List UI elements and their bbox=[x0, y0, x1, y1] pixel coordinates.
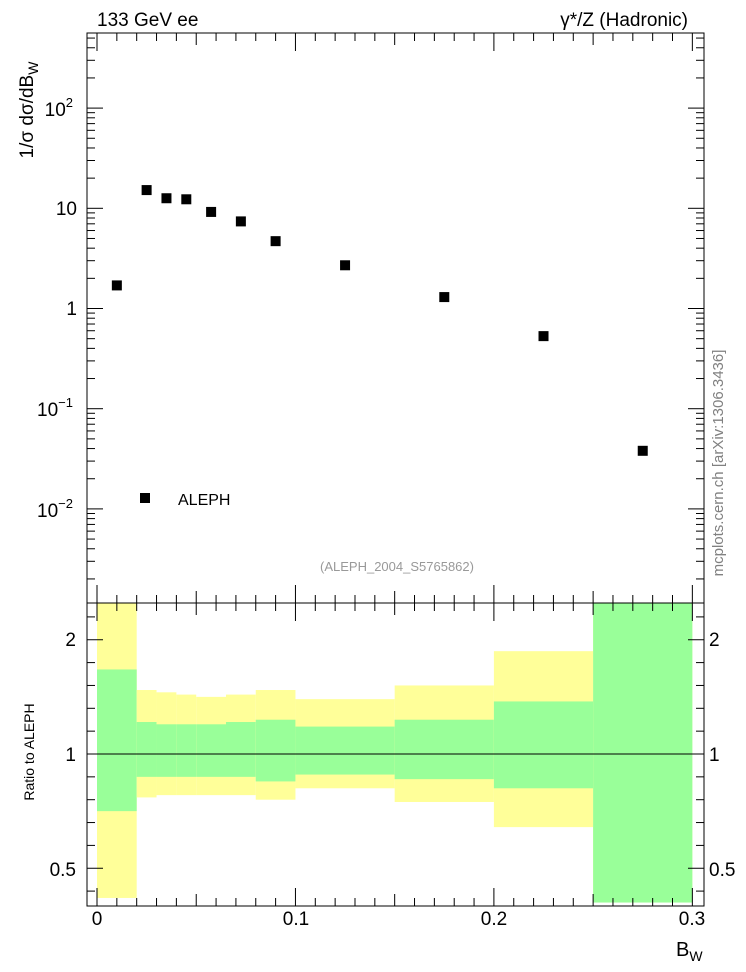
data-points bbox=[111, 185, 648, 456]
ratio-y-tick-label-1: 1 bbox=[65, 745, 76, 766]
data-point-1 bbox=[141, 185, 152, 196]
main-y-tick-label-10: 10 bbox=[56, 199, 77, 220]
ratio-y-tick-label-0.5-right: 0.5 bbox=[709, 860, 735, 881]
ratio-bands bbox=[97, 603, 693, 903]
x-tick-label-0.1: 0.1 bbox=[283, 909, 309, 930]
ratio-inner-band-9 bbox=[493, 701, 594, 789]
ratio-inner-band-8 bbox=[394, 719, 494, 780]
legend-marker bbox=[140, 493, 150, 503]
svg-text:1/σ dσ/dBW: 1/σ dσ/dBW bbox=[17, 61, 41, 159]
x-tick-label-0.2: 0.2 bbox=[481, 909, 507, 930]
main-ylabel: 1/σ dσ/dBW bbox=[17, 61, 41, 159]
main-y-tick-label-1: 1 bbox=[66, 299, 77, 320]
legend-label: ALEPH bbox=[178, 492, 230, 509]
data-point-9 bbox=[538, 331, 549, 342]
ratio-y-tick-label-1-right: 1 bbox=[709, 745, 720, 766]
ratio-inner-band-5 bbox=[225, 722, 256, 777]
main-y-ticks bbox=[87, 37, 704, 580]
ratio-y-ticks bbox=[87, 616, 704, 892]
main-y-tick-label-0.01: 10−2 bbox=[37, 496, 73, 522]
svg-text:BW: BW bbox=[676, 939, 703, 964]
ratio-inner-band-7 bbox=[295, 726, 395, 775]
svg-text:10−2: 10−2 bbox=[37, 496, 73, 522]
main-y-tick-label-100: 102 bbox=[45, 95, 73, 121]
x-ticks bbox=[96, 33, 693, 906]
data-point-2 bbox=[161, 193, 172, 204]
data-point-5 bbox=[235, 216, 246, 227]
data-point-7 bbox=[340, 260, 351, 271]
header-right: γ*/Z (Hadronic) bbox=[560, 10, 688, 31]
data-point-6 bbox=[270, 236, 281, 247]
data-point-3 bbox=[181, 194, 192, 205]
side-label: mcplots.cern.ch [arXiv:1306.3436] bbox=[710, 350, 727, 577]
ratio-y-tick-label-0.5: 0.5 bbox=[50, 860, 76, 881]
ratio-inner-band-2 bbox=[156, 724, 177, 777]
data-point-8 bbox=[439, 292, 450, 303]
ratio-inner-band-0 bbox=[97, 669, 137, 812]
ratio-inner-band-10 bbox=[593, 603, 693, 903]
x-tick-label-0.3: 0.3 bbox=[679, 909, 705, 930]
main-frame bbox=[86, 32, 705, 604]
ratio-inner-band-3 bbox=[176, 724, 197, 777]
header-left: 133 GeV ee bbox=[97, 10, 198, 31]
x-axis-label: BW bbox=[676, 939, 703, 964]
ratio-ylabel: Ratio to ALEPH bbox=[21, 703, 37, 800]
ratio-y-tick-label-2-right: 2 bbox=[709, 630, 720, 651]
ratio-inner-band-1 bbox=[136, 722, 157, 777]
data-point-0 bbox=[111, 280, 122, 291]
svg-text:102: 102 bbox=[45, 95, 73, 121]
x-tick-label-0: 0 bbox=[92, 909, 103, 930]
svg-text:10−1: 10−1 bbox=[37, 395, 73, 421]
ratio-y-tick-label-2: 2 bbox=[65, 630, 76, 651]
data-point-4 bbox=[206, 206, 217, 217]
analysis-label: (ALEPH_2004_S5765862) bbox=[320, 559, 474, 574]
main-y-tick-label-0.1: 10−1 bbox=[37, 395, 73, 421]
ratio-inner-band-6 bbox=[255, 719, 296, 782]
data-point-10 bbox=[637, 445, 648, 456]
ratio-inner-band-4 bbox=[196, 724, 226, 777]
